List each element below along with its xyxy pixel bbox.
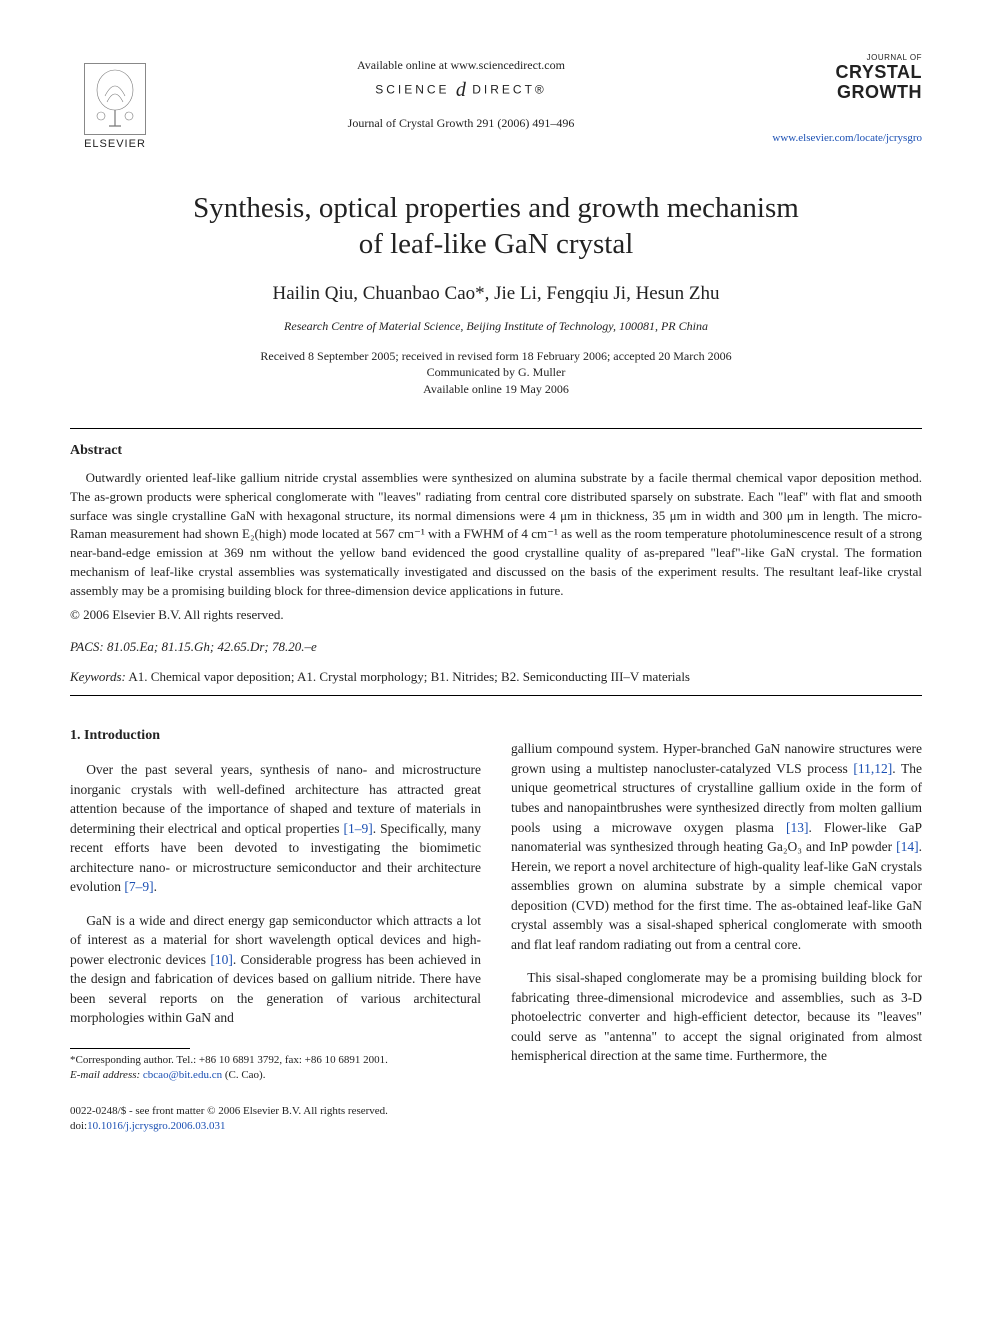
doi-line: doi:10.1016/j.jcrysgro.2006.03.031 — [70, 1119, 922, 1134]
sd-right: DIRECT® — [472, 83, 547, 97]
email-line: E-mail address: cbcao@bit.edu.cn (C. Cao… — [70, 1068, 481, 1083]
divider-bottom — [70, 695, 922, 696]
corresponding-author: *Corresponding author. Tel.: +86 10 6891… — [70, 1053, 481, 1068]
available-online-date: Available online 19 May 2006 — [70, 381, 922, 398]
affiliation: Research Centre of Material Science, Bei… — [70, 319, 922, 334]
sd-left: SCIENCE — [375, 83, 449, 97]
science-direct-logo: SCIENCE d DIRECT® — [160, 79, 762, 102]
journal-logo: JOURNAL OF CRYSTAL GROWTH — [762, 54, 922, 102]
right-column: gallium compound system. Hyper-branched … — [511, 726, 922, 1084]
abstract-heading: Abstract — [70, 443, 922, 459]
keywords-label: Keywords: — [70, 669, 126, 684]
header-center: Available online at www.sciencedirect.co… — [160, 50, 762, 131]
ref-link-13[interactable]: [13] — [786, 820, 809, 835]
received-date: Received 8 September 2005; received in r… — [70, 348, 922, 365]
page-container: ELSEVIER Available online at www.science… — [0, 0, 992, 1174]
section-1-heading: 1. Introduction — [70, 726, 481, 746]
journal-reference: Journal of Crystal Growth 291 (2006) 491… — [160, 116, 762, 131]
doi-label: doi: — [70, 1120, 87, 1132]
ref-link-14[interactable]: [14] — [896, 839, 919, 854]
footnote-separator — [70, 1048, 190, 1049]
email-label: E-mail address: — [70, 1069, 140, 1081]
issn-line: 0022-0248/$ - see front matter © 2006 El… — [70, 1104, 922, 1119]
copyright-text: © 2006 Elsevier B.V. All rights reserved… — [70, 607, 922, 623]
intro-para-2: GaN is a wide and direct energy gap semi… — [70, 911, 481, 1028]
bottom-meta: 0022-0248/$ - see front matter © 2006 El… — [70, 1104, 922, 1135]
journal-crystal-label: CRYSTAL — [762, 63, 922, 83]
header-row: ELSEVIER Available online at www.science… — [70, 50, 922, 150]
ref-link-11-12[interactable]: [11,12] — [853, 761, 892, 776]
journal-url-link[interactable]: www.elsevier.com/locate/jcrysgro — [762, 132, 922, 144]
email-link[interactable]: cbcao@bit.edu.cn — [143, 1069, 222, 1081]
intro-para-4: This sisal-shaped conglomerate may be a … — [511, 968, 922, 1066]
ref-link-10[interactable]: [10] — [210, 952, 233, 967]
authors-list: Hailin Qiu, Chuanbao Cao*, Jie Li, Fengq… — [70, 283, 922, 305]
title-line1: Synthesis, optical properties and growth… — [193, 192, 799, 224]
body-columns: 1. Introduction Over the past several ye… — [70, 726, 922, 1084]
elsevier-label: ELSEVIER — [84, 138, 146, 150]
abstract-text: Outwardly oriented leaf-like gallium nit… — [70, 469, 922, 601]
article-dates: Received 8 September 2005; received in r… — [70, 348, 922, 398]
header-right: JOURNAL OF CRYSTAL GROWTH www.elsevier.c… — [762, 50, 922, 144]
journal-growth-label: GROWTH — [762, 83, 922, 103]
doi-link[interactable]: 10.1016/j.jcrysgro.2006.03.031 — [87, 1120, 225, 1132]
ref-link-1-9[interactable]: [1–9] — [343, 821, 372, 836]
sd-at-icon: d — [456, 79, 466, 101]
intro-para-3: gallium compound system. Hyper-branched … — [511, 739, 922, 954]
keywords-values: A1. Chemical vapor deposition; A1. Cryst… — [128, 669, 690, 684]
email-name: (C. Cao). — [225, 1069, 266, 1081]
available-online-text: Available online at www.sciencedirect.co… — [160, 58, 762, 73]
elsevier-tree-icon — [84, 63, 146, 135]
keywords-line: Keywords: A1. Chemical vapor deposition;… — [70, 669, 922, 685]
title-line2: of leaf-like GaN crystal — [359, 228, 634, 260]
pacs-label: PACS: — [70, 639, 104, 654]
intro-para-1: Over the past several years, synthesis o… — [70, 760, 481, 897]
pacs-line: PACS: 81.05.Ea; 81.15.Gh; 42.65.Dr; 78.2… — [70, 639, 922, 655]
communicated-by: Communicated by G. Muller — [70, 364, 922, 381]
ref-link-7-9[interactable]: [7–9] — [124, 879, 153, 894]
divider-top — [70, 428, 922, 429]
article-title: Synthesis, optical properties and growth… — [70, 190, 922, 263]
left-column: 1. Introduction Over the past several ye… — [70, 726, 481, 1084]
footnote-block: *Corresponding author. Tel.: +86 10 6891… — [70, 1053, 481, 1084]
elsevier-logo: ELSEVIER — [70, 50, 160, 150]
pacs-values: 81.05.Ea; 81.15.Gh; 42.65.Dr; 78.20.–e — [107, 639, 317, 654]
